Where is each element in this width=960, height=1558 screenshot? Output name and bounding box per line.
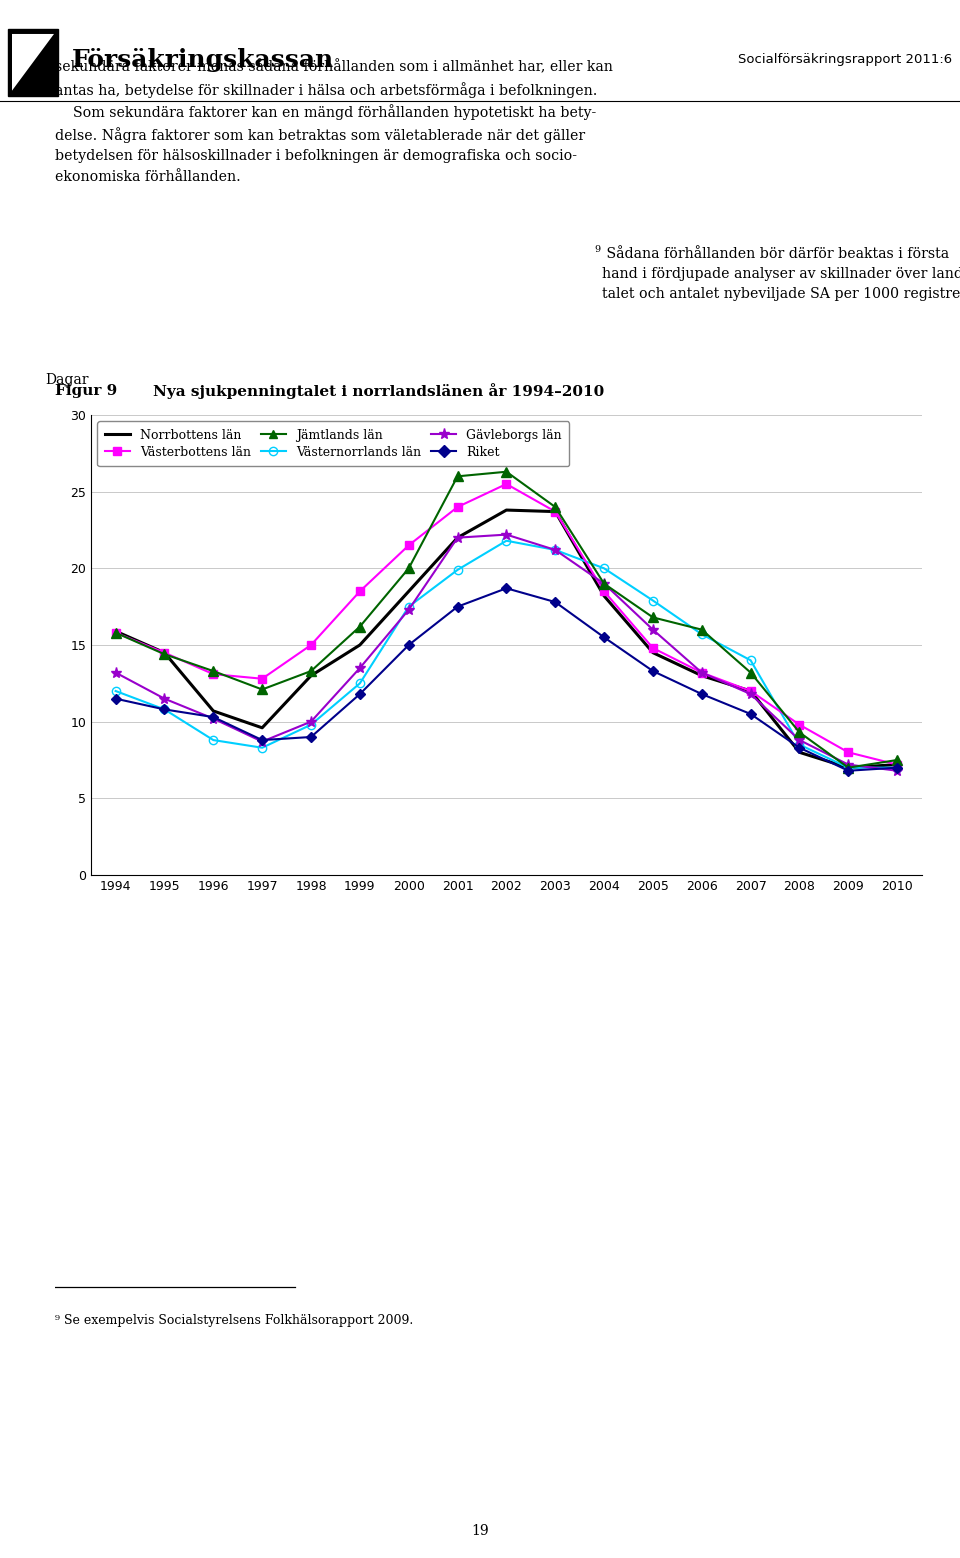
Legend: Norrbottens län, Västerbottens län, Jämtlands län, Västernorrlands län, Gävlebor: Norrbottens län, Västerbottens län, Jämt… <box>98 421 569 466</box>
Polygon shape <box>33 62 54 90</box>
Text: Nya sjukpenningtalet i norrlandslänen år 1994–2010: Nya sjukpenningtalet i norrlandslänen år… <box>153 383 604 399</box>
Text: ⁹ Se exempelvis Socialstyrelsens Folkhälsorapport 2009.: ⁹ Se exempelvis Socialstyrelsens Folkhäl… <box>55 1315 413 1327</box>
Text: Försäkringskassan: Försäkringskassan <box>72 48 334 72</box>
Bar <box>8 28 58 97</box>
Text: Dagar: Dagar <box>45 374 89 388</box>
Polygon shape <box>12 34 54 90</box>
Text: 9: 9 <box>594 245 601 254</box>
Text: 19: 19 <box>471 1524 489 1538</box>
Text: sekundära faktorer menas sådana förhållanden som i allmänhet har, eller kan
anta: sekundära faktorer menas sådana förhålla… <box>55 61 612 184</box>
Text: Sådana förhållanden bör därför beaktas i första
hand i fördjupade analyser av sk: Sådana förhållanden bör därför beaktas i… <box>602 248 960 301</box>
Text: Socialförsäkringsrapport 2011:6: Socialförsäkringsrapport 2011:6 <box>738 53 952 65</box>
Text: Figur 9: Figur 9 <box>55 385 117 399</box>
